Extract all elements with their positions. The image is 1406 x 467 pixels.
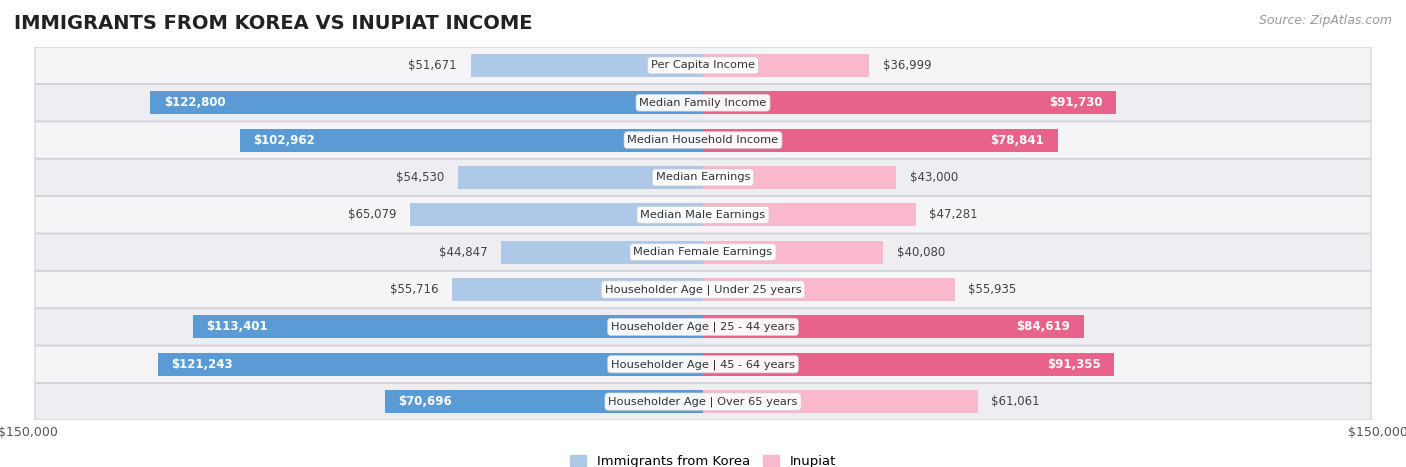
Text: Median Earnings: Median Earnings bbox=[655, 172, 751, 183]
Text: $47,281: $47,281 bbox=[929, 208, 977, 221]
Bar bbox=[703, 166, 897, 189]
Text: $113,401: $113,401 bbox=[207, 320, 269, 333]
Text: $43,000: $43,000 bbox=[910, 171, 959, 184]
Text: Householder Age | Over 65 years: Householder Age | Over 65 years bbox=[609, 396, 797, 407]
Bar bbox=[471, 54, 703, 77]
FancyBboxPatch shape bbox=[35, 47, 1371, 84]
Bar bbox=[240, 128, 703, 152]
Text: $102,962: $102,962 bbox=[253, 134, 315, 147]
Legend: Immigrants from Korea, Inupiat: Immigrants from Korea, Inupiat bbox=[565, 450, 841, 467]
Text: Median Male Earnings: Median Male Earnings bbox=[641, 210, 765, 220]
Text: IMMIGRANTS FROM KOREA VS INUPIAT INCOME: IMMIGRANTS FROM KOREA VS INUPIAT INCOME bbox=[14, 14, 533, 33]
FancyBboxPatch shape bbox=[35, 271, 1371, 308]
FancyBboxPatch shape bbox=[35, 346, 1371, 382]
Text: Householder Age | 45 - 64 years: Householder Age | 45 - 64 years bbox=[612, 359, 794, 369]
Bar bbox=[703, 91, 1116, 114]
FancyBboxPatch shape bbox=[35, 122, 1371, 158]
Text: $36,999: $36,999 bbox=[883, 59, 932, 72]
Text: $121,243: $121,243 bbox=[172, 358, 232, 371]
Bar bbox=[703, 353, 1114, 376]
Text: $78,841: $78,841 bbox=[990, 134, 1045, 147]
Bar bbox=[501, 241, 703, 264]
Text: Householder Age | Under 25 years: Householder Age | Under 25 years bbox=[605, 284, 801, 295]
Text: $91,355: $91,355 bbox=[1047, 358, 1101, 371]
Bar bbox=[703, 128, 1057, 152]
Text: $44,847: $44,847 bbox=[439, 246, 488, 259]
Text: $91,730: $91,730 bbox=[1049, 96, 1102, 109]
FancyBboxPatch shape bbox=[35, 309, 1371, 345]
Bar bbox=[703, 315, 1084, 339]
FancyBboxPatch shape bbox=[35, 159, 1371, 196]
Bar bbox=[385, 390, 703, 413]
Text: Median Household Income: Median Household Income bbox=[627, 135, 779, 145]
Text: Source: ZipAtlas.com: Source: ZipAtlas.com bbox=[1258, 14, 1392, 27]
Bar bbox=[150, 91, 703, 114]
Text: $55,716: $55,716 bbox=[391, 283, 439, 296]
FancyBboxPatch shape bbox=[35, 234, 1371, 270]
Bar bbox=[453, 278, 703, 301]
Text: $51,671: $51,671 bbox=[408, 59, 457, 72]
Text: $70,696: $70,696 bbox=[398, 395, 453, 408]
Text: Median Family Income: Median Family Income bbox=[640, 98, 766, 108]
Bar bbox=[458, 166, 703, 189]
Text: $84,619: $84,619 bbox=[1017, 320, 1070, 333]
FancyBboxPatch shape bbox=[35, 383, 1371, 420]
Text: $54,530: $54,530 bbox=[396, 171, 444, 184]
Bar bbox=[157, 353, 703, 376]
Bar bbox=[703, 390, 977, 413]
Text: $122,800: $122,800 bbox=[165, 96, 225, 109]
Text: $55,935: $55,935 bbox=[969, 283, 1017, 296]
Text: Householder Age | 25 - 44 years: Householder Age | 25 - 44 years bbox=[612, 322, 794, 332]
Text: $61,061: $61,061 bbox=[991, 395, 1040, 408]
Bar bbox=[703, 241, 883, 264]
FancyBboxPatch shape bbox=[35, 197, 1371, 233]
Bar bbox=[703, 203, 915, 226]
Text: Per Capita Income: Per Capita Income bbox=[651, 60, 755, 71]
Bar bbox=[193, 315, 703, 339]
Bar bbox=[703, 54, 869, 77]
FancyBboxPatch shape bbox=[35, 85, 1371, 121]
Text: Median Female Earnings: Median Female Earnings bbox=[634, 247, 772, 257]
Bar bbox=[411, 203, 703, 226]
Text: $65,079: $65,079 bbox=[349, 208, 396, 221]
Text: $40,080: $40,080 bbox=[897, 246, 945, 259]
Bar bbox=[703, 278, 955, 301]
